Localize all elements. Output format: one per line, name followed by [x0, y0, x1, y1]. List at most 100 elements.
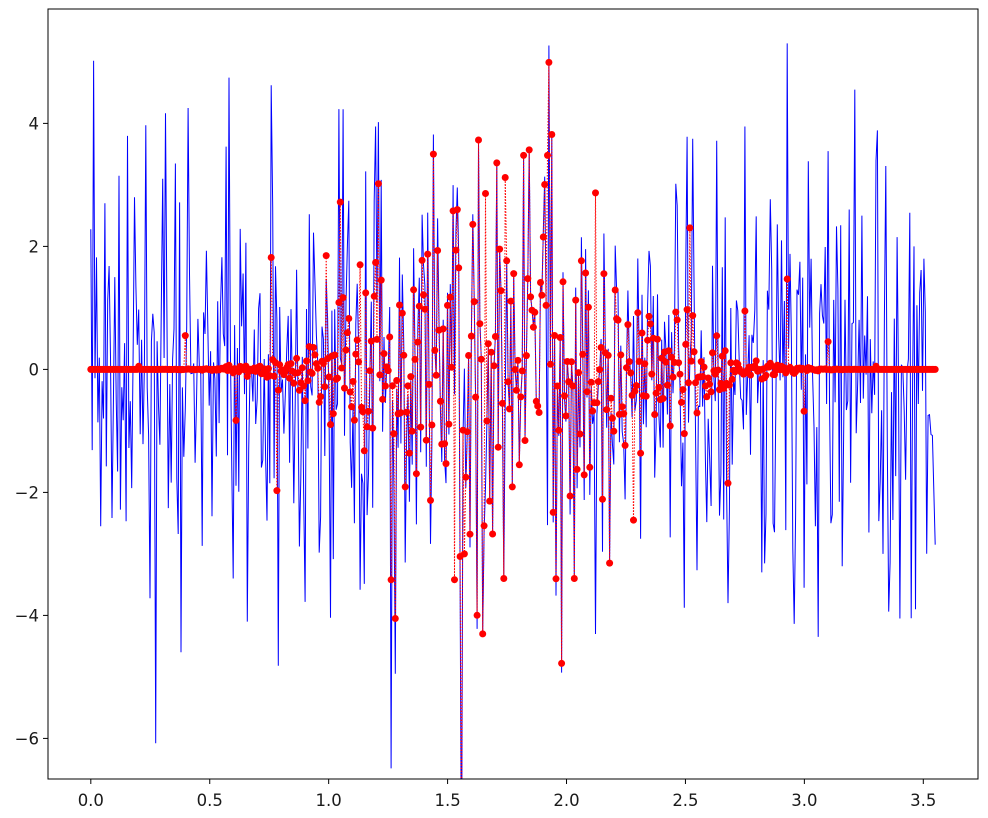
data-point-marker: [768, 362, 776, 370]
data-point-marker: [377, 276, 385, 284]
data-point-marker: [434, 247, 442, 254]
data-point-marker: [412, 470, 420, 478]
data-point-marker: [549, 508, 557, 516]
data-point-marker: [286, 374, 294, 382]
data-point-marker: [366, 367, 374, 375]
data-point-marker: [356, 261, 364, 269]
data-point-marker: [583, 388, 591, 396]
data-point-marker: [558, 659, 566, 667]
data-point-marker: [592, 189, 599, 197]
y-tick-label: −6: [15, 729, 39, 748]
data-point-marker: [678, 398, 685, 406]
data-point-marker: [507, 297, 515, 305]
data-point-marker: [668, 353, 676, 361]
data-point-marker: [432, 371, 440, 379]
data-point-marker: [276, 361, 284, 369]
data-point-marker: [411, 355, 419, 363]
data-point-marker: [580, 471, 588, 479]
data-point-marker: [410, 286, 418, 294]
data-point-marker: [484, 340, 492, 348]
data-point-marker: [568, 358, 575, 366]
data-point-marker: [727, 359, 735, 367]
data-point-marker: [607, 394, 615, 402]
data-point-marker: [335, 299, 343, 306]
data-point-marker: [397, 409, 405, 417]
data-point-marker: [264, 365, 272, 373]
data-point-marker: [342, 346, 350, 354]
data-point-marker: [641, 360, 649, 368]
data-point-marker: [707, 388, 715, 396]
data-point-marker: [431, 346, 439, 354]
data-point-marker: [587, 378, 595, 386]
data-point-marker: [346, 388, 354, 396]
data-point-marker: [451, 576, 458, 584]
data-point-marker: [931, 365, 939, 373]
data-point-marker: [713, 332, 721, 340]
data-point-marker: [800, 407, 808, 415]
data-point-marker: [401, 483, 409, 491]
data-point-marker: [522, 352, 530, 360]
data-point-marker: [597, 344, 605, 351]
plot-area: [47, 8, 979, 780]
data-point-marker: [398, 309, 406, 317]
data-point-marker: [552, 575, 560, 583]
data-point-marker: [362, 289, 370, 297]
data-point-marker: [570, 575, 578, 582]
x-tick-label: 1.0: [316, 791, 342, 810]
data-point-marker: [420, 291, 427, 299]
x-axis: 0.0 0.5 1.0 1.5 2.0 2.5 3.0 3.5: [78, 779, 936, 810]
data-point-marker: [301, 397, 309, 405]
windowed-signal-markers: [87, 58, 939, 667]
data-point-marker: [498, 399, 506, 407]
data-point-marker: [627, 369, 635, 377]
data-point-marker: [417, 423, 425, 431]
data-point-marker: [331, 351, 339, 359]
data-point-marker: [644, 336, 652, 344]
data-point-marker: [442, 460, 450, 468]
data-point-marker: [555, 426, 563, 434]
data-point-marker: [294, 369, 302, 377]
data-point-marker: [623, 364, 630, 372]
data-point-marker: [517, 393, 525, 401]
data-point-marker: [466, 530, 474, 538]
data-point-marker: [699, 373, 707, 381]
data-point-marker: [725, 381, 733, 389]
data-point-marker: [267, 254, 275, 261]
data-point-marker: [376, 371, 384, 379]
data-point-marker: [621, 441, 629, 449]
data-point-marker: [497, 287, 505, 295]
data-point-marker: [473, 611, 481, 619]
data-point-marker: [428, 421, 436, 429]
data-point-marker: [374, 180, 382, 188]
data-point-marker: [527, 293, 535, 301]
data-point-marker: [651, 411, 659, 418]
data-point-marker: [317, 393, 325, 401]
data-point-marker: [298, 364, 306, 372]
data-point-marker: [545, 58, 553, 66]
y-axis: 4 2 0 −2 −4 −6: [15, 114, 48, 748]
data-point-marker: [675, 359, 683, 367]
data-point-marker: [689, 312, 697, 320]
data-point-marker: [586, 463, 594, 471]
data-point-marker: [386, 333, 394, 341]
data-point-marker: [444, 301, 451, 309]
data-point-marker: [680, 430, 688, 438]
data-point-marker: [783, 275, 791, 283]
data-point-marker: [676, 370, 684, 378]
data-point-marker: [387, 576, 395, 584]
data-point-marker: [652, 389, 660, 397]
data-point-marker: [548, 131, 556, 138]
data-point-marker: [704, 374, 712, 382]
data-point-marker: [537, 279, 544, 286]
data-point-marker: [308, 369, 316, 377]
data-point-marker: [322, 252, 330, 260]
data-point-marker: [336, 198, 344, 206]
data-point-marker: [520, 151, 528, 159]
data-point-marker: [500, 575, 508, 582]
data-point-marker: [274, 386, 282, 394]
data-point-marker: [515, 461, 523, 469]
data-point-marker: [408, 427, 416, 435]
data-point-marker: [439, 325, 447, 333]
data-point-marker: [600, 270, 608, 278]
data-point-marker: [469, 220, 477, 228]
